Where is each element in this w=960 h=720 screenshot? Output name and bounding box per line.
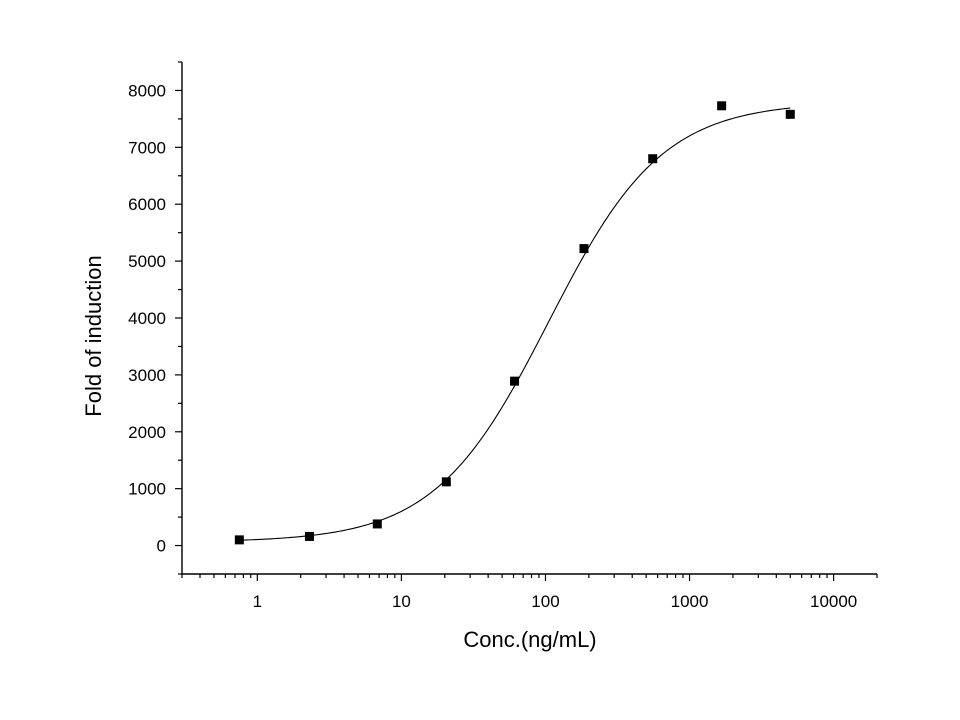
data-point [510, 376, 520, 386]
y-tick-label: 7000 [128, 138, 166, 157]
data-point [234, 535, 244, 545]
x-ticks [181, 574, 878, 581]
x-tick-label: 10000 [810, 592, 857, 611]
data-point [372, 519, 382, 529]
data-point [648, 154, 658, 164]
x-tick-label: 100 [531, 592, 559, 611]
y-axis-title: Fold of induction [81, 255, 106, 416]
data-point [785, 109, 795, 119]
y-tick-label: 1000 [128, 480, 166, 499]
y-tick-label: 3000 [128, 366, 166, 385]
x-tick-label: 1 [253, 592, 262, 611]
x-tick-labels: 1 10 100 1000 10000 [253, 592, 858, 611]
y-tick-label: 2000 [128, 423, 166, 442]
y-tick-label: 0 [157, 537, 166, 556]
y-ticks [175, 61, 182, 575]
data-point [717, 101, 727, 111]
y-tick-label: 6000 [128, 195, 166, 214]
data-point [441, 477, 451, 487]
data-points [234, 101, 795, 545]
x-axis-title: Conc.(ng/mL) [463, 627, 596, 652]
axes [181, 62, 877, 575]
data-point [304, 531, 314, 541]
y-tick-label: 5000 [128, 252, 166, 271]
y-tick-label: 8000 [128, 81, 166, 100]
x-tick-label: 1000 [671, 592, 709, 611]
data-point [579, 244, 589, 254]
y-tick-label: 4000 [128, 309, 166, 328]
fit-curve [239, 107, 791, 541]
x-tick-label: 10 [392, 592, 411, 611]
y-tick-labels: 0 1000 2000 3000 4000 5000 6000 7000 8000 [128, 81, 166, 555]
